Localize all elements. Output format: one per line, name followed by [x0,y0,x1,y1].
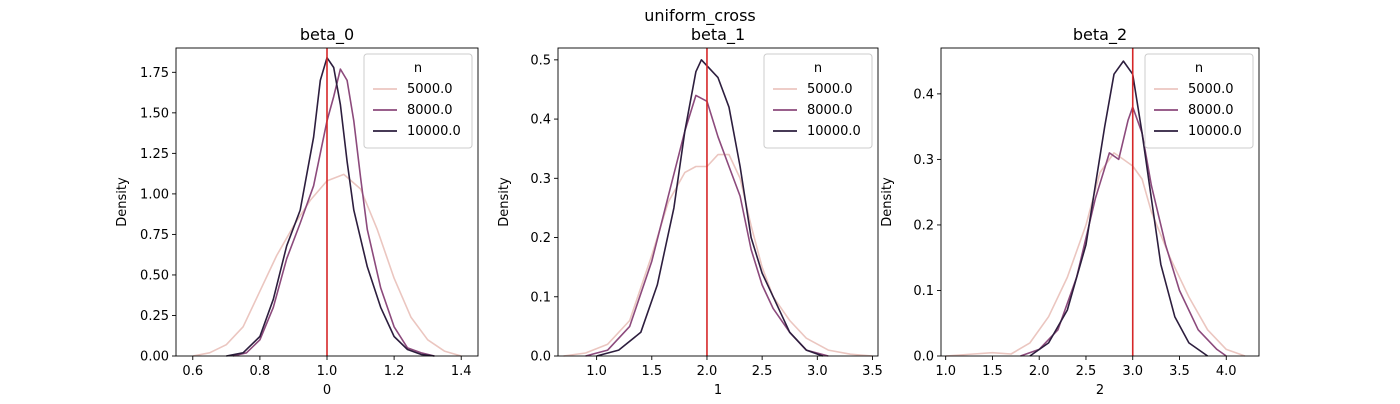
panel-1-x-tick-label: 3.0 [807,364,828,379]
panel-0-x-tick-label: 1.0 [317,364,338,379]
panel-0-x-tick-label: 0.8 [250,364,271,379]
panel-0-legend-box [363,53,473,149]
panel-1-x-tick-label: 1.0 [586,364,607,379]
panel-1-y-tick-label: 0.5 [530,53,551,68]
panel-0-legend-label-1: 8000.0 [407,103,453,118]
panel-1-series-line-0 [563,153,873,357]
panel-2-series-line-1 [1020,106,1227,357]
panel-2-legend-label-2: 10000.0 [1188,124,1242,139]
panel-2-y-axis-label: Density [880,177,895,227]
panel-2-x-tick-label: 3.5 [1169,364,1190,379]
panel-1-legend-label-2: 10000.0 [807,124,861,139]
panel-1-y-tick-label: 0.1 [530,290,551,305]
panel-0-y-tick-label: 1.50 [140,106,169,121]
panel-0-y-tick-label: 0.50 [140,268,169,283]
panel-1-x-tick-label: 2.5 [752,364,773,379]
panel-2-series-line-2 [1029,60,1209,357]
panel-2-legend-box [1144,53,1254,149]
panel-1-y-tick-label: 0.2 [530,231,551,246]
panel-1-series-line-2 [596,59,824,357]
panel-2-x-axis-label: 2 [1096,383,1104,398]
panel-1-legend-title: n [814,61,822,76]
panel-0-series-line-1 [232,68,435,357]
panel-2-x-tick-label: 1.5 [982,364,1003,379]
panel-1-y-tick-label: 0.4 [530,113,551,128]
panel-0-x-tick-label: 1.2 [384,364,405,379]
panel-0-y-tick-label: 1.25 [140,147,169,162]
panel-2-x-tick-label: 3.0 [1122,364,1143,379]
panel-2-legend-label-1: 8000.0 [1188,103,1234,118]
panel-0-y-tick-label: 1.75 [140,66,169,81]
panel-2-y-tick-label: 0.3 [913,153,934,168]
panel-0-legend-label-2: 10000.0 [407,124,461,139]
panel-0-legend-label-0: 5000.0 [407,82,453,97]
panel-0-y-axis-label: Density [115,177,130,227]
figure-suptitle: uniform_cross [644,6,756,25]
panel-1-legend-label-0: 5000.0 [807,82,853,97]
panel-0-y-tick-label: 1.00 [140,187,169,202]
panel-1-x-tick-label: 1.5 [641,364,662,379]
panel-2-y-tick-label: 0.4 [913,87,934,102]
panel-0-series-line-2 [226,56,435,357]
panel-1-legend-box [763,53,873,149]
panel-1-series-line-1 [585,94,829,357]
panel-1-y-axis-label: Density [497,177,512,227]
panel-1-x-axis-label: 1 [714,383,722,398]
panel-2-y-tick-label: 0.1 [913,284,934,299]
panel-0-x-tick-label: 0.6 [182,364,203,379]
panel-2-series-line-0 [945,152,1246,357]
panel-1-x-tick-label: 3.5 [862,364,883,379]
panel-1-y-tick-label: 0.3 [530,172,551,187]
panel-1-plot-frame [557,47,879,357]
panel-2-legend-label-0: 5000.0 [1188,82,1234,97]
panel-0-title: beta_0 [300,25,354,45]
panel-2-plot-frame [940,47,1260,357]
panel-2-x-tick-label: 2.5 [1076,364,1097,379]
panel-1-title: beta_1 [691,25,745,45]
panel-1-y-tick-label: 0.0 [530,350,551,365]
panel-0-x-tick-label: 1.4 [451,364,472,379]
panel-2-legend-title: n [1195,61,1203,76]
panel-2-x-tick-label: 1.0 [935,364,956,379]
panel-2-x-tick-label: 2.0 [1029,364,1050,379]
panel-0-y-tick-label: 0.75 [140,228,169,243]
panel-2-x-tick-label: 4.0 [1216,364,1237,379]
panel-0-y-tick-label: 0.25 [140,309,169,324]
panel-0-x-axis-label: 0 [323,383,331,398]
panel-2-y-tick-label: 0.0 [913,350,934,365]
panel-1-x-tick-label: 2.0 [697,364,718,379]
panel-1-legend-label-1: 8000.0 [807,103,853,118]
panel-2-y-tick-label: 0.2 [913,218,934,233]
panel-0-y-tick-label: 0.00 [140,350,169,365]
panel-2-title: beta_2 [1073,25,1127,45]
panel-0-legend-title: n [414,61,422,76]
